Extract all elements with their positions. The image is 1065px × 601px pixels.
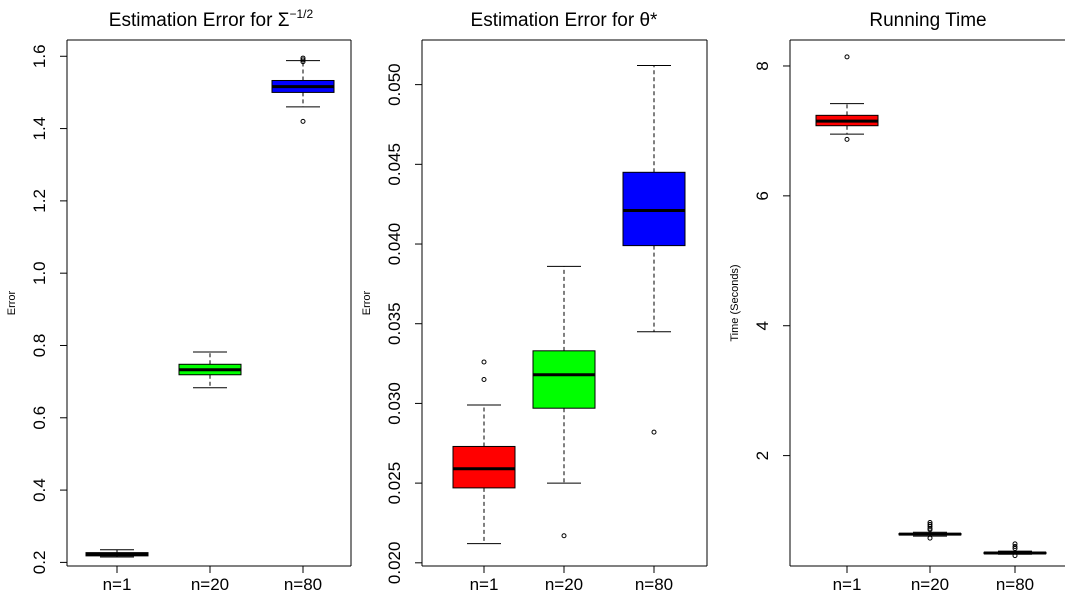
outlier-point <box>561 533 567 539</box>
outlier-point <box>300 57 306 63</box>
box-n=1 <box>85 549 149 558</box>
y-tick-label: 1.2 <box>30 189 49 213</box>
outlier-point <box>1012 544 1018 550</box>
box-n=80 <box>983 541 1047 559</box>
chart-title: Estimation Error for θ* <box>471 10 658 31</box>
y-tick-label: 2 <box>753 451 772 460</box>
y-tick-label: 6 <box>753 191 772 200</box>
outlier-point <box>927 521 933 527</box>
chart-title-text: Running Time <box>869 10 986 31</box>
chart-title-text: Estimation Error for Σ <box>109 10 290 31</box>
y-tick-label: 0.035 <box>385 302 404 345</box>
outlier-point <box>1012 545 1018 551</box>
y-tick-label: 0.4 <box>30 478 49 502</box>
box-n=20 <box>532 265 596 539</box>
y-tick-label: 0.030 <box>385 382 404 425</box>
box-body <box>452 445 516 489</box>
y-tick-label: 0.050 <box>385 63 404 106</box>
y-axis-label: Error <box>6 290 18 315</box>
chart-title-superscript: −1/2 <box>289 7 313 21</box>
box-n=80 <box>271 55 335 124</box>
y-tick-label: 1.6 <box>30 44 49 68</box>
y-tick-label: 1.4 <box>30 117 49 141</box>
x-tick-label: n=20 <box>545 575 583 594</box>
box-n=1 <box>815 54 879 142</box>
box-body <box>532 350 596 409</box>
x-tick-label: n=20 <box>911 575 949 594</box>
box-n=20 <box>178 351 242 389</box>
y-tick-label: 4 <box>753 321 772 330</box>
x-tick-label: n=80 <box>284 575 322 594</box>
x-tick-label: n=80 <box>996 575 1034 594</box>
x-tick-label: n=1 <box>103 575 132 594</box>
outlier-point <box>300 55 306 61</box>
outlier-point <box>481 359 487 365</box>
outlier-point <box>300 118 306 124</box>
chart-panel-2: Estimation Error for θ* Error 0.020 0.025 0.… <box>361 10 708 594</box>
y-tick-label: 0.040 <box>385 223 404 266</box>
x-tick-label: n=1 <box>470 575 499 594</box>
outlier-point <box>927 519 933 525</box>
outlier-point <box>844 136 850 142</box>
x-tick-label: n=20 <box>191 575 229 594</box>
outlier-point <box>844 54 850 60</box>
outlier-point <box>1012 553 1018 559</box>
y-tick-label: 0.025 <box>385 462 404 505</box>
outlier-point <box>1012 541 1018 547</box>
outlier-point <box>651 429 657 435</box>
chart-panel-1: Estimation Error for Σ−1/2 Error 0.2 0.4 0.6… <box>6 7 352 594</box>
y-tick-label: 1.0 <box>30 261 49 285</box>
y-tick-label: 0.6 <box>30 406 49 430</box>
outlier-point <box>481 377 487 383</box>
box-body <box>622 171 686 247</box>
x-tick-label: n=80 <box>635 575 673 594</box>
y-tick-label: 0.8 <box>30 334 49 358</box>
y-tick-label: 8 <box>753 61 772 70</box>
chart-panel-3: Running Time Time (Seconds) 2 4 6 8 n=1 n=20 n=8… <box>729 10 1065 594</box>
y-axis-label: Time (Seconds) <box>729 264 741 341</box>
box-n=1 <box>452 359 516 545</box>
chart-title-text: Estimation Error for θ* <box>471 10 658 31</box>
y-tick-label: 0.020 <box>385 542 404 585</box>
y-axis-label: Error <box>361 290 373 315</box>
y-tick-label: 0.045 <box>385 143 404 186</box>
y-tick-label: 0.2 <box>30 551 49 575</box>
chart-title: Running Time <box>869 10 986 31</box>
x-tick-label: n=1 <box>833 575 862 594</box>
chart-title: Estimation Error for Σ−1/2 <box>109 7 314 31</box>
box-n=20 <box>898 519 962 541</box>
outlier-point <box>927 535 933 541</box>
box-n=80 <box>622 65 686 435</box>
